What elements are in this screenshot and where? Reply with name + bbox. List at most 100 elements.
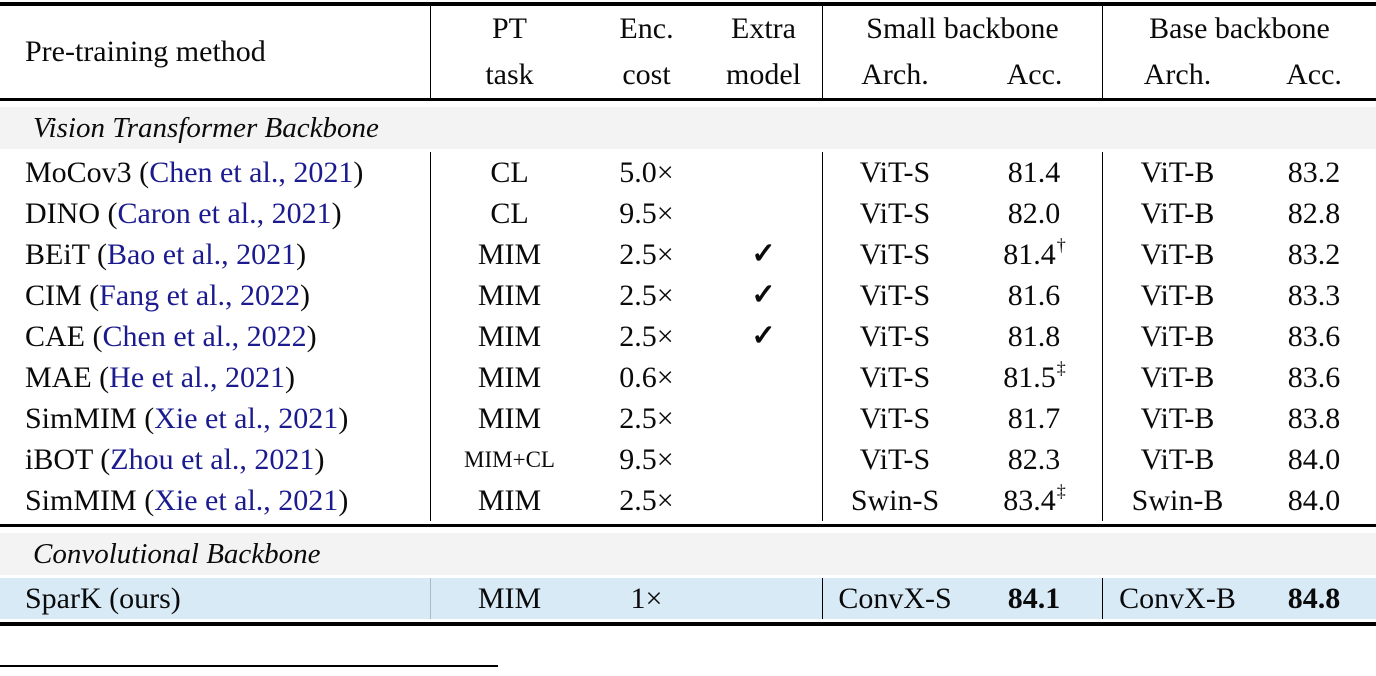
header-small-acc: Acc. — [1006, 58, 1063, 91]
table-row: SparK (ours) MIM 1× ConvX-S 84.1 ConvX-B… — [0, 578, 1376, 619]
citation-link[interactable]: He et al., 2021 — [109, 360, 285, 394]
method-paren-close: ) — [353, 155, 364, 189]
small-arch-cell: ViT-S — [822, 193, 967, 234]
pt-task-cell: MIM — [430, 578, 588, 619]
pt-task-cell: MIM — [430, 234, 588, 275]
enc-cost-cell: 0.6× — [588, 357, 705, 398]
pretraining-method-cell: iBOT (Zhou et al., 2021) — [0, 439, 430, 480]
table-row: CAE (Chen et al., 2022) MIM 2.5× ✓ ViT-S… — [0, 316, 1376, 357]
citation-link[interactable]: Caron et al., 2021 — [117, 196, 332, 230]
citation-link[interactable]: Xie et al., 2021 — [154, 483, 339, 517]
enc-cost-cell: 5.0× — [588, 152, 705, 193]
small-arch-cell: ViT-S — [822, 439, 967, 480]
extra-model-cell — [705, 193, 822, 234]
small-acc-value: 81.8 — [1007, 319, 1061, 353]
method-paren-close: ) — [338, 483, 349, 517]
small-acc-value: 81.7 — [1007, 401, 1061, 435]
checkmark-icon: ✓ — [751, 320, 776, 352]
pretraining-method-cell: DINO (Caron et al., 2021) — [0, 193, 430, 234]
citation-link[interactable]: Fang et al., 2022 — [99, 278, 300, 312]
small-acc-value: 82.0 — [1007, 196, 1061, 230]
pretraining-method-cell: SimMIM (Xie et al., 2021) — [0, 398, 430, 439]
method-paren-close: ) — [338, 401, 349, 435]
small-arch-cell: ViT-S — [822, 152, 967, 193]
base-acc-value: 84.0 — [1287, 442, 1341, 476]
base-arch-value: ViT-B — [1140, 442, 1215, 476]
small-acc-value: 81.4 — [1003, 237, 1056, 271]
enc-cost-value: 2.5× — [619, 401, 674, 435]
header-small-backbone-group: Small backbone — [822, 6, 1102, 52]
base-arch-value: ViT-B — [1140, 360, 1215, 394]
small-acc-cell: 82.3 — [967, 439, 1102, 480]
base-arch-cell: ViT-B — [1102, 357, 1252, 398]
small-acc-cell: 81.4 — [967, 152, 1102, 193]
header-base-arch: Arch. — [1102, 52, 1252, 98]
enc-cost-value: 2.5× — [619, 237, 674, 271]
small-acc-value: 83.4 — [1003, 483, 1056, 517]
base-arch-value: ViT-B — [1140, 401, 1215, 435]
citation-link[interactable]: Xie et al., 2021 — [154, 401, 339, 435]
small-arch-cell: ViT-S — [822, 316, 967, 357]
citation-link[interactable]: Zhou et al., 2021 — [110, 442, 315, 476]
small-arch-value: ViT-S — [859, 360, 931, 394]
header-rule — [0, 98, 1376, 101]
method-name: SparK (ours) — [25, 581, 181, 615]
pretraining-method-cell: BEiT (Bao et al., 2021) — [0, 234, 430, 275]
method-paren-close: ) — [284, 360, 295, 394]
pt-task-value: CL — [490, 155, 529, 189]
small-acc-value: 84.1 — [1007, 581, 1061, 615]
base-acc-cell: 83.3 — [1252, 275, 1376, 316]
enc-cost-value: 2.5× — [619, 278, 674, 312]
pretraining-method-cell: MoCov3 (Chen et al., 2021) — [0, 152, 430, 193]
base-arch-value: Swin-B — [1131, 483, 1224, 517]
enc-cost-value: 9.5× — [619, 196, 674, 230]
method-name: DINO ( — [25, 196, 118, 230]
small-acc-cell: 82.0 — [967, 193, 1102, 234]
pt-task-value: MIM — [477, 581, 542, 615]
method-paren-close: ) — [306, 319, 317, 353]
citation-link[interactable]: Chen et al., 2022 — [102, 319, 307, 353]
section-header-row: Convolutional Backbone — [0, 533, 1376, 575]
small-acc-value: 81.6 — [1007, 278, 1061, 312]
header-enc-cost-line2: cost — [622, 58, 671, 91]
base-acc-value: 82.8 — [1287, 196, 1341, 230]
base-arch-cell: ViT-B — [1102, 398, 1252, 439]
enc-cost-value: 0.6× — [619, 360, 674, 394]
small-acc-cell: 81.7 — [967, 398, 1102, 439]
enc-cost-value: 9.5× — [619, 442, 674, 476]
small-acc-cell: 81.6 — [967, 275, 1102, 316]
citation-link[interactable]: Chen et al., 2021 — [149, 155, 354, 189]
pt-task-cell: MIM — [430, 480, 588, 521]
pt-task-value: MIM — [477, 401, 542, 435]
pt-task-value: MIM — [477, 483, 542, 517]
header-method: Pre-training method — [25, 35, 266, 68]
pretraining-method-cell: CAE (Chen et al., 2022) — [0, 316, 430, 357]
enc-cost-value: 5.0× — [619, 155, 674, 189]
base-acc-value: 83.6 — [1287, 360, 1341, 394]
pt-task-value: MIM+CL — [464, 447, 555, 472]
method-paren-close: ) — [314, 442, 325, 476]
enc-cost-cell: 2.5× — [588, 234, 705, 275]
extra-model-cell: ✓ — [705, 275, 822, 316]
base-acc-value: 84.0 — [1287, 483, 1341, 517]
checkmark-icon: ✓ — [751, 238, 776, 270]
enc-cost-value: 2.5× — [619, 483, 674, 517]
table-row: BEiT (Bao et al., 2021) MIM 2.5× ✓ ViT-S… — [0, 234, 1376, 275]
small-acc-cell: 81.8 — [967, 316, 1102, 357]
mid-rule — [0, 524, 1376, 527]
small-acc-cell: 84.1 — [967, 578, 1102, 619]
citation-link[interactable]: Bao et al., 2021 — [106, 237, 297, 271]
method-name: MoCov3 ( — [25, 155, 150, 189]
base-arch-value: ViT-B — [1140, 155, 1215, 189]
pretraining-method-cell: SparK (ours) — [0, 578, 430, 619]
small-arch-value: ViT-S — [859, 196, 931, 230]
small-arch-cell: ConvX-S — [822, 578, 967, 619]
base-arch-cell: Swin-B — [1102, 480, 1252, 521]
enc-cost-cell: 1× — [588, 578, 705, 619]
enc-cost-value: 1× — [630, 581, 663, 615]
base-acc-cell: 83.2 — [1252, 152, 1376, 193]
enc-cost-cell: 2.5× — [588, 316, 705, 357]
conv-backbone-section: Convolutional Backbone SparK (ours) MIM … — [0, 533, 1376, 619]
base-acc-cell: 82.8 — [1252, 193, 1376, 234]
small-arch-value: ConvX-S — [838, 581, 952, 615]
